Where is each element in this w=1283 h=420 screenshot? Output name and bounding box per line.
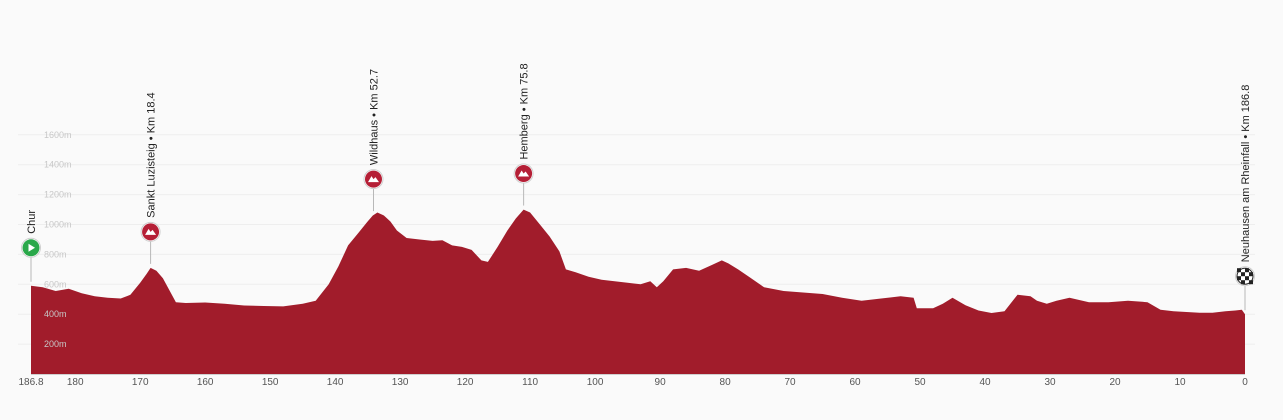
y-tick-label: 400m [44,309,67,319]
checker-square [1249,272,1253,277]
place-label: Sankt Luzisteig • Km 18.4 [146,92,158,218]
y-tick-label: 600m [44,279,67,289]
y-tick-label: 1600m [44,130,72,140]
x-tick-label: 120 [457,377,474,388]
x-tick-label: 30 [1044,377,1056,388]
x-tick-label: 186.8 [18,377,43,388]
place-marker-finish: Neuhausen am Rheinfall • Km 186.8 [1235,85,1255,311]
x-tick-label: 90 [655,377,667,388]
checker-square [1241,272,1245,277]
place-marker-climb: Hemberg • Km 75.8 [513,63,534,206]
x-tick-label: 60 [850,377,862,388]
x-tick-label: 80 [720,377,732,388]
checker-square [1237,276,1241,281]
place-marker-climb: Sankt Luzisteig • Km 18.4 [140,92,161,264]
x-tick-label: 0 [1242,377,1248,388]
checker-square [1245,268,1249,273]
elevation-fill [31,209,1245,374]
mountain-glyph [367,176,379,183]
place-label: Wildhaus • Km 52.7 [368,69,380,165]
place-label: Chur [26,210,38,234]
x-tick-label: 100 [587,377,604,388]
y-axis-ticks: 200m 400m 600m 800m 1000m 1200m 1400m 1600m [44,130,72,349]
x-tick-label: 20 [1109,377,1121,388]
x-tick-label: 150 [262,377,279,388]
x-axis-ticks: 186.8 180 170 160 150 140 130 120 110 100 90 80 70 60… [18,377,1248,388]
mountain-glyph [518,170,530,177]
checker-square [1249,280,1253,285]
place-label: Neuhausen am Rheinfall • Km 186.8 [1240,85,1252,263]
place-marker-start: Chur [21,210,41,282]
elevation-area [31,209,1245,374]
play-glyph [28,243,35,252]
y-tick-label: 1400m [44,160,72,170]
place-marker-climb: Wildhaus • Km 52.7 [363,69,384,212]
x-tick-label: 160 [197,377,214,388]
mountain-glyph [145,228,157,235]
place-markers: Chur Sankt Luzisteig • Km 18.4 Wildhaus • … [21,63,1255,311]
y-tick-label: 800m [44,249,67,259]
x-tick-label: 170 [132,377,149,388]
x-tick-label: 130 [392,377,409,388]
x-tick-label: 180 [67,377,84,388]
y-tick-label: 1200m [44,190,72,200]
x-tick-label: 70 [785,377,797,388]
x-tick-label: 10 [1174,377,1186,388]
x-tick-label: 50 [914,377,926,388]
checker-square [1245,276,1249,281]
place-label: Hemberg • Km 75.8 [519,63,531,159]
checker-square [1237,268,1241,273]
y-tick-label: 200m [44,339,67,349]
y-tick-label: 1000m [44,220,72,230]
x-tick-label: 140 [327,377,344,388]
x-tick-label: 40 [979,377,991,388]
checker-square [1241,280,1245,285]
x-tick-label: 110 [522,377,538,388]
